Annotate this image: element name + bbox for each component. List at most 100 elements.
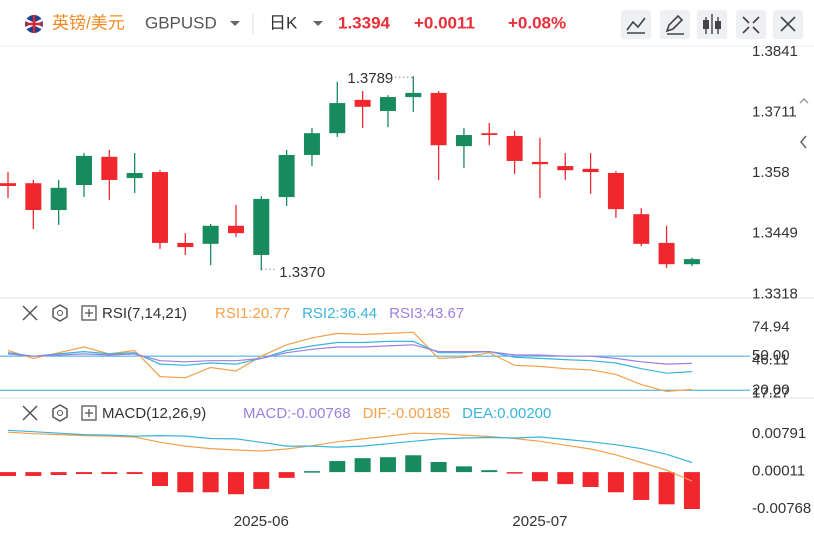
tool-button[interactable] xyxy=(736,10,766,39)
legend-entry: RSI2:36.44 xyxy=(302,305,377,322)
macd-bar xyxy=(177,472,194,493)
settings-icon[interactable] xyxy=(52,304,68,322)
macd-bar xyxy=(101,472,118,475)
y-tick-label: 1.3449 xyxy=(752,225,798,242)
add-icon xyxy=(85,309,93,317)
x-tick-label: 2025-07 xyxy=(512,513,567,530)
macd-bar xyxy=(278,472,295,478)
candle-body xyxy=(278,154,295,198)
macd-bar xyxy=(202,472,219,493)
macd-bar xyxy=(430,462,447,473)
macd-bar xyxy=(633,472,650,500)
y-tick-label: -0.00768 xyxy=(752,500,811,517)
candle-body xyxy=(75,155,92,186)
macd-bar xyxy=(75,472,92,475)
tool-icon xyxy=(665,14,684,35)
candle-body xyxy=(202,225,219,244)
legend-entry: DIF:-0.00185 xyxy=(363,405,451,422)
candle-body xyxy=(25,183,42,211)
candle-body xyxy=(658,242,675,265)
candle-body xyxy=(379,97,396,111)
candle-body xyxy=(607,173,624,210)
tool-icon xyxy=(626,17,646,34)
add-icon[interactable] xyxy=(81,405,97,421)
candle-body xyxy=(126,173,143,179)
macd-bar xyxy=(151,472,168,487)
x-tick-label: 2025-06 xyxy=(234,513,289,530)
rsi-line xyxy=(7,331,692,393)
y-tick-label: 0.00011 xyxy=(752,463,805,480)
legend-entry: MACD:-0.00768 xyxy=(243,405,351,422)
macd-bar xyxy=(354,458,371,473)
candle-body xyxy=(557,166,574,171)
indicator-title: RSI(7,14,21) xyxy=(102,305,187,322)
candle-body xyxy=(101,156,118,180)
candle-body xyxy=(253,198,270,255)
rsi-line xyxy=(7,340,692,374)
collapse-icon[interactable] xyxy=(800,135,807,149)
dropdown-icon[interactable] xyxy=(230,21,240,26)
macd-line xyxy=(7,431,693,482)
scroll-icon[interactable] xyxy=(799,97,809,104)
header: 英镑/美元 GBPUSD 日K 1.3394 +0.0011 +0.08% xyxy=(25,10,803,39)
macd-bar xyxy=(25,472,42,476)
flag-cross xyxy=(25,15,43,33)
change-pct: +0.08% xyxy=(508,13,566,32)
candle-body xyxy=(506,135,523,161)
candle-body xyxy=(50,187,67,211)
macd-bar xyxy=(405,455,422,473)
macd-bar xyxy=(227,472,244,495)
candle-body xyxy=(177,242,194,248)
y-tick-label: 17.27 xyxy=(752,384,790,401)
candle-body xyxy=(151,172,168,243)
rsi-line xyxy=(7,344,692,365)
y-tick-label: 1.3318 xyxy=(752,285,798,302)
macd-bar xyxy=(658,472,675,505)
candle-body xyxy=(354,99,371,107)
y-tick-label: 0.00791 xyxy=(752,425,806,442)
macd-bar xyxy=(329,461,346,473)
candle-body xyxy=(430,92,447,146)
candle-body xyxy=(633,214,650,244)
y-tick-label: 46.11 xyxy=(752,352,788,369)
legend-entry: DEA:0.00200 xyxy=(462,405,551,422)
candle-body xyxy=(405,92,422,98)
y-tick-label: 20.00 xyxy=(752,381,790,398)
period[interactable]: 日K xyxy=(269,13,298,32)
tool-icon xyxy=(703,20,709,29)
tool-icon xyxy=(742,16,760,34)
settings-icon[interactable] xyxy=(52,404,68,422)
y-tick-label: 74.94 xyxy=(752,319,790,336)
tool-button[interactable] xyxy=(660,10,690,39)
macd-bar xyxy=(253,472,270,489)
candle-body xyxy=(0,183,16,186)
legend-entry: RSI3:43.67 xyxy=(389,305,464,322)
tool-icon xyxy=(715,21,721,29)
candle-body xyxy=(582,168,599,173)
indicator-title: MACD(12,26,9) xyxy=(102,405,206,422)
macd-bar xyxy=(126,472,143,475)
change: +0.0011 xyxy=(414,13,475,32)
y-tick-label: 1.3711 xyxy=(752,103,797,120)
dropdown-icon[interactable] xyxy=(313,21,323,26)
remove-icon[interactable] xyxy=(22,305,38,321)
candle-body xyxy=(531,161,548,165)
symbol[interactable]: GBPUSD xyxy=(145,13,217,32)
add-icon[interactable] xyxy=(81,305,97,321)
remove-icon[interactable] xyxy=(22,405,38,421)
rsi-header: RSI(7,14,21) xyxy=(22,304,187,322)
pair-name[interactable]: 英镑/美元 xyxy=(52,13,125,32)
macd-bar xyxy=(582,472,599,488)
macd-bar xyxy=(607,472,624,493)
candle-body xyxy=(329,103,346,134)
macd-bar xyxy=(455,466,472,473)
macd-header: MACD(12,26,9) xyxy=(22,404,206,422)
legend-entry: RSI1:20.77 xyxy=(215,305,290,322)
candle-body xyxy=(227,225,244,234)
macd-bar xyxy=(506,472,523,474)
y-tick-label: 1.3841 xyxy=(752,43,798,60)
candle-body xyxy=(683,259,700,265)
macd-bar xyxy=(303,471,320,473)
add-icon xyxy=(85,409,93,417)
